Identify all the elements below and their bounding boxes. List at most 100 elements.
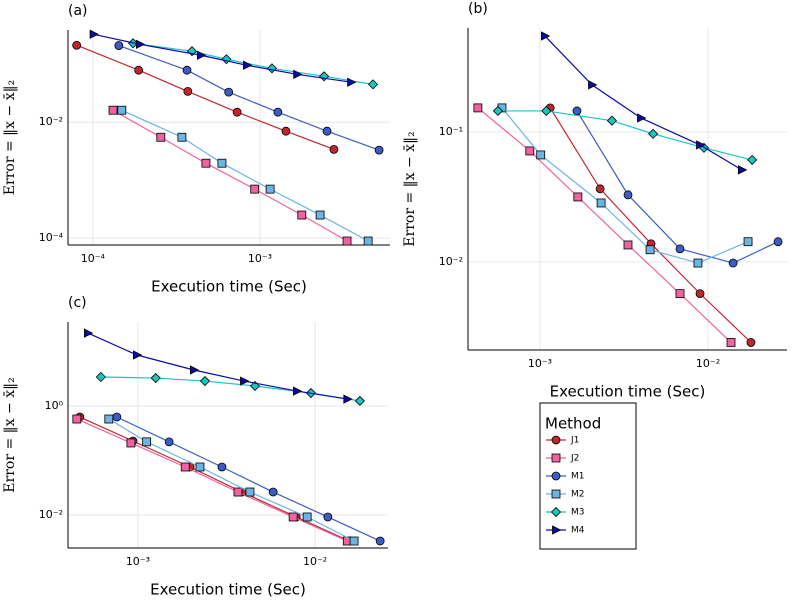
marker [551, 435, 561, 445]
y-tick-label: 10⁻¹ [439, 125, 463, 138]
marker [177, 132, 187, 142]
panel-title: (c) [68, 295, 87, 311]
marker [156, 132, 166, 142]
marker [266, 63, 278, 74]
y-axis-label: Error = ‖x − x̄‖₂ [2, 80, 18, 195]
marker [342, 236, 352, 246]
series-line [79, 416, 350, 542]
y-tick-label: 10⁻² [39, 115, 63, 128]
series-line [121, 109, 369, 242]
marker [551, 471, 561, 481]
marker [536, 150, 546, 160]
marker [112, 412, 122, 422]
marker [492, 105, 503, 116]
marker [196, 50, 207, 60]
marker [773, 237, 783, 247]
marker [551, 453, 561, 463]
marker [695, 289, 705, 299]
marker [281, 126, 291, 136]
marker [696, 140, 706, 150]
x-tick-label: 10⁻² [303, 555, 327, 568]
marker [349, 536, 359, 546]
y-tick-label: 10⁻⁴ [39, 231, 64, 244]
marker [675, 289, 685, 299]
marker [95, 371, 106, 383]
marker [126, 438, 136, 448]
marker [117, 105, 127, 115]
marker [606, 115, 617, 126]
marker [354, 395, 365, 406]
panel-title: (a) [68, 3, 88, 19]
marker [525, 146, 535, 156]
marker [182, 65, 192, 75]
marker [596, 198, 606, 208]
marker [72, 414, 82, 424]
marker [250, 184, 260, 194]
x-axis-label: Execution time (Sec) [550, 383, 706, 401]
marker [142, 437, 152, 447]
x-tick-label: 10⁻⁴ [81, 252, 106, 265]
series-line [108, 418, 355, 542]
marker [134, 65, 144, 75]
marker [551, 489, 561, 499]
series-line [501, 107, 749, 264]
legend-title: Method [545, 415, 601, 433]
x-tick-label: 10⁻³ [528, 357, 552, 370]
marker [240, 376, 250, 386]
marker [541, 105, 552, 116]
marker [743, 237, 753, 247]
marker [347, 77, 357, 87]
panel-title: (b) [468, 1, 488, 17]
marker [224, 87, 234, 97]
series-line [497, 110, 753, 161]
marker [249, 380, 261, 392]
marker [221, 54, 232, 65]
legend-label: J1 [570, 436, 579, 446]
series-line [477, 107, 732, 343]
x-axis-label: Execution time (Sec) [150, 581, 306, 599]
marker [293, 386, 303, 396]
marker [288, 512, 298, 522]
marker [164, 437, 174, 447]
marker [648, 128, 659, 139]
marker [135, 39, 146, 49]
marker [323, 512, 333, 522]
series-line [87, 332, 348, 400]
legend-label: M2 [571, 490, 585, 500]
marker [747, 154, 758, 165]
marker [363, 236, 373, 246]
marker [374, 145, 384, 155]
marker [367, 79, 379, 90]
series-line [116, 416, 381, 542]
marker [675, 244, 685, 254]
marker [693, 258, 703, 268]
series-line [93, 33, 352, 83]
marker [343, 394, 353, 404]
marker [183, 87, 193, 96]
marker [114, 41, 124, 50]
marker [265, 184, 275, 194]
marker [84, 328, 94, 338]
marker [728, 258, 738, 268]
x-tick-label: 10⁻² [696, 357, 720, 370]
marker [180, 462, 190, 472]
marker [201, 158, 211, 168]
marker [552, 525, 562, 535]
marker [133, 350, 143, 360]
marker [268, 487, 278, 497]
marker [302, 512, 312, 522]
marker [737, 165, 748, 175]
marker [217, 462, 227, 472]
marker [315, 210, 325, 220]
marker [273, 107, 283, 117]
marker [293, 69, 303, 79]
marker [550, 506, 562, 518]
y-tick-label: 10⁻² [39, 508, 63, 521]
marker [541, 31, 551, 41]
y-axis-label: Error = ‖x − x̄‖₂ [402, 131, 418, 246]
x-tick-label: 10⁻³ [126, 555, 150, 568]
series-line [76, 418, 348, 542]
y-tick-label: 10⁻² [439, 255, 463, 268]
